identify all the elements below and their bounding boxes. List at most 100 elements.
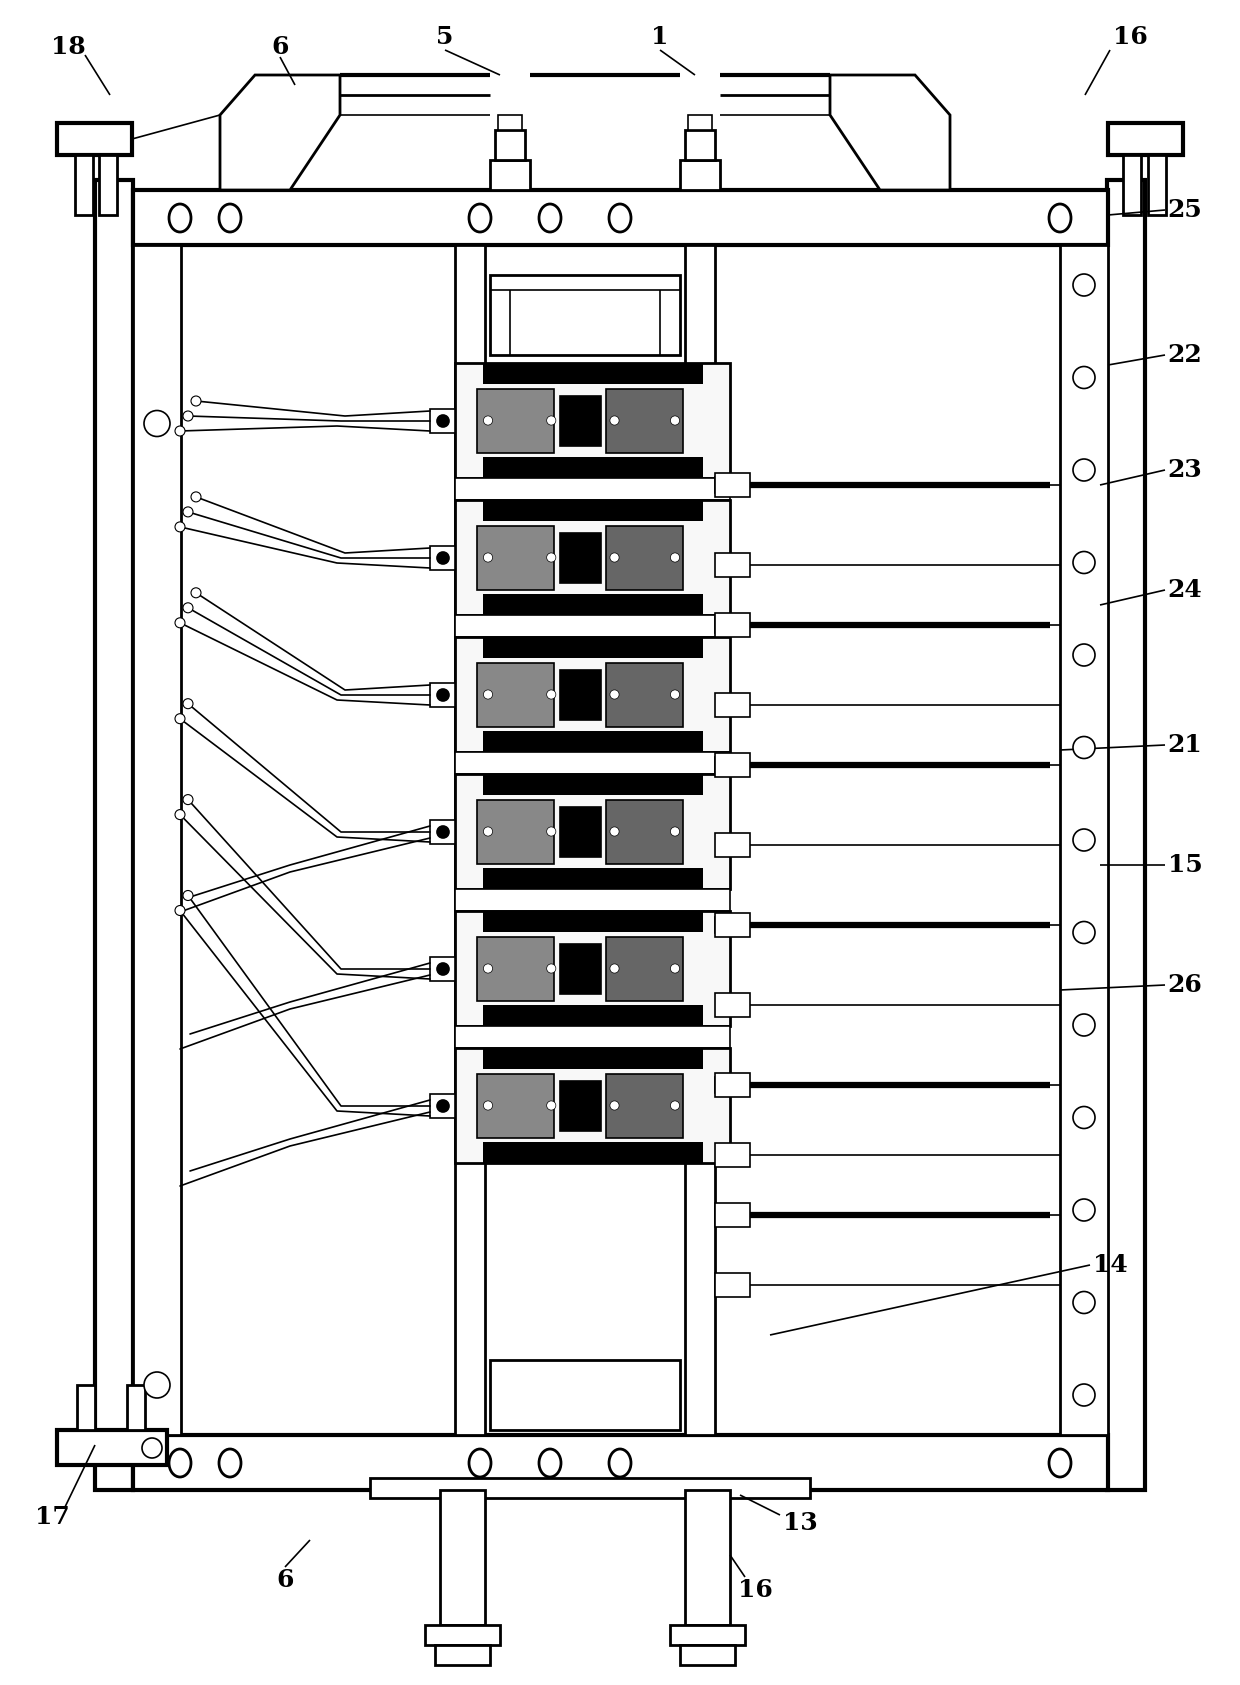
Bar — [482, 868, 703, 890]
Bar — [559, 1080, 600, 1131]
Ellipse shape — [169, 1449, 191, 1478]
Bar — [490, 1360, 680, 1431]
Circle shape — [1073, 458, 1095, 480]
Bar — [455, 637, 730, 752]
Circle shape — [184, 699, 193, 709]
Text: 26: 26 — [1168, 972, 1203, 998]
Bar — [455, 773, 730, 890]
Polygon shape — [830, 76, 950, 190]
Bar — [1148, 155, 1166, 216]
Bar — [715, 757, 735, 773]
Circle shape — [671, 416, 680, 425]
Circle shape — [610, 964, 619, 974]
Bar — [482, 1048, 703, 1068]
Bar — [74, 155, 93, 216]
Text: 24: 24 — [1168, 578, 1203, 602]
Bar — [477, 937, 554, 1001]
Bar — [435, 1645, 490, 1665]
Text: 16: 16 — [1112, 25, 1147, 49]
Bar — [715, 992, 750, 1018]
Text: 5: 5 — [436, 25, 454, 49]
Bar — [606, 800, 683, 864]
Bar — [430, 682, 455, 708]
Circle shape — [436, 826, 449, 837]
Circle shape — [547, 827, 556, 836]
Polygon shape — [219, 76, 340, 190]
Circle shape — [610, 1100, 619, 1110]
Bar — [715, 1272, 750, 1297]
Circle shape — [1073, 1291, 1095, 1314]
Bar — [559, 807, 600, 858]
Circle shape — [436, 1100, 449, 1112]
Bar — [126, 1385, 145, 1431]
Circle shape — [671, 689, 680, 699]
Circle shape — [1073, 1014, 1095, 1036]
Bar — [482, 457, 703, 479]
Circle shape — [1073, 736, 1095, 758]
Bar — [482, 1142, 703, 1163]
Bar — [559, 532, 600, 583]
Bar — [482, 637, 703, 657]
Ellipse shape — [469, 204, 491, 233]
Bar — [57, 1431, 167, 1464]
Text: 16: 16 — [738, 1577, 773, 1602]
Bar — [430, 409, 455, 433]
Circle shape — [184, 411, 193, 421]
Circle shape — [144, 1372, 170, 1399]
Bar — [715, 1203, 750, 1227]
Bar — [455, 500, 730, 615]
Circle shape — [436, 689, 449, 701]
Circle shape — [547, 553, 556, 563]
Bar — [715, 1206, 735, 1223]
Circle shape — [436, 415, 449, 426]
Circle shape — [143, 1437, 162, 1458]
Bar — [715, 1077, 735, 1094]
Bar — [715, 477, 735, 494]
Text: 21: 21 — [1168, 733, 1203, 757]
Bar — [606, 937, 683, 1001]
Bar — [715, 1073, 750, 1097]
Circle shape — [191, 492, 201, 502]
Circle shape — [671, 553, 680, 563]
Bar — [455, 912, 730, 1026]
Circle shape — [484, 689, 492, 699]
Bar — [455, 752, 730, 773]
Circle shape — [175, 618, 185, 629]
Ellipse shape — [219, 204, 241, 233]
Bar — [430, 957, 455, 981]
Circle shape — [184, 795, 193, 805]
Bar — [688, 115, 712, 130]
Text: 23: 23 — [1168, 458, 1203, 482]
Bar — [715, 1142, 750, 1168]
Circle shape — [484, 827, 492, 836]
Circle shape — [610, 553, 619, 563]
Bar — [715, 917, 735, 933]
Bar — [482, 1006, 703, 1026]
Bar — [455, 1026, 730, 1048]
Bar — [482, 731, 703, 752]
Circle shape — [144, 411, 170, 436]
Text: 13: 13 — [782, 1511, 817, 1535]
Bar — [1107, 180, 1145, 1490]
Circle shape — [610, 689, 619, 699]
Ellipse shape — [469, 1449, 491, 1478]
Bar — [440, 1490, 485, 1624]
Bar — [490, 275, 680, 356]
Bar — [715, 613, 750, 637]
Circle shape — [671, 1100, 680, 1110]
Circle shape — [175, 426, 185, 436]
Bar — [715, 913, 750, 937]
Text: 14: 14 — [1092, 1254, 1127, 1277]
Text: 25: 25 — [1168, 199, 1203, 222]
Circle shape — [1073, 1107, 1095, 1129]
Bar — [684, 130, 715, 160]
Circle shape — [175, 522, 185, 532]
Ellipse shape — [1049, 204, 1071, 233]
Bar — [715, 693, 750, 718]
Ellipse shape — [539, 1449, 560, 1478]
Bar — [715, 753, 750, 777]
Circle shape — [1073, 551, 1095, 573]
Circle shape — [671, 964, 680, 974]
Circle shape — [1073, 644, 1095, 666]
Text: 6: 6 — [277, 1569, 294, 1592]
